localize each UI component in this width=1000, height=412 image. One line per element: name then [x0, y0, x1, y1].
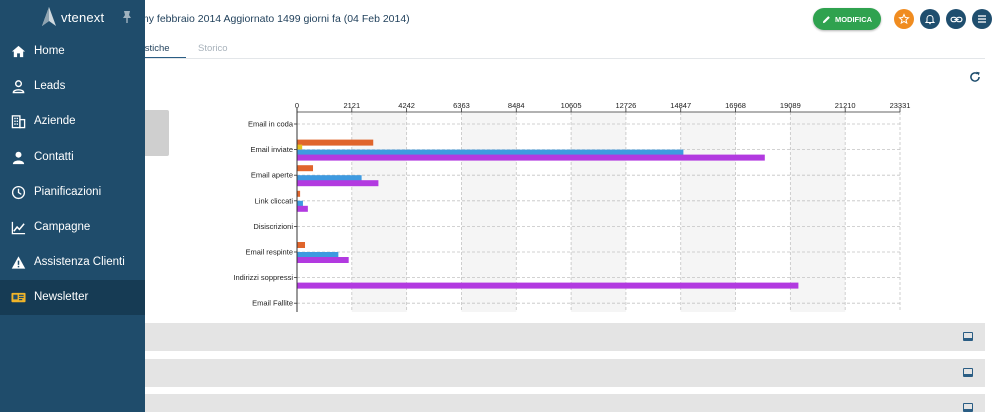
x-tick-label: 16968 — [725, 101, 746, 110]
grid-band — [571, 112, 626, 312]
warning-icon — [11, 256, 26, 269]
collapsible-panel[interactable] — [120, 359, 985, 387]
chart-line-icon — [11, 221, 26, 235]
x-tick-label: 21210 — [835, 101, 856, 110]
bell-icon — [924, 14, 936, 25]
sidebar-item-label: Aziende — [34, 115, 76, 127]
menu-button[interactable] — [972, 9, 992, 29]
category-label: Indirizzi soppressi — [233, 273, 293, 282]
bar-tti — [297, 180, 379, 187]
link-button[interactable] — [946, 9, 966, 29]
sidebar: vtenext Home Leads Aziende Contatti Pian… — [0, 0, 145, 412]
newsletter-icon — [11, 292, 26, 303]
sidebar-item-newsletter[interactable]: Newsletter — [0, 280, 145, 315]
link-icon — [949, 16, 963, 22]
x-tick-label: 0 — [295, 101, 299, 110]
category-label: Email aperte — [251, 171, 293, 180]
sidebar-item-assistenza-clienti[interactable]: Assistenza Clienti — [0, 245, 145, 280]
bar-ontatti — [297, 165, 314, 172]
x-tick-label: 2121 — [343, 101, 360, 110]
x-tick-label: 19089 — [780, 101, 801, 110]
x-tick-label: 14847 — [670, 101, 691, 110]
x-tick-label: 8484 — [508, 101, 525, 110]
collapse-icon[interactable] — [963, 332, 973, 341]
clock-icon — [11, 185, 26, 200]
edit-button[interactable]: MODIFICA — [813, 8, 881, 30]
home-icon — [11, 45, 26, 58]
sidebar-item-aziende[interactable]: Aziende — [0, 104, 145, 139]
grid-band — [790, 112, 846, 312]
star-icon — [898, 13, 910, 25]
building-icon — [11, 115, 26, 129]
bar-ontatti — [297, 139, 374, 146]
grid-band — [351, 112, 407, 312]
bar-ziende — [297, 144, 303, 150]
x-tick-label: 4242 — [398, 101, 415, 110]
x-tick-label: 12726 — [615, 101, 636, 110]
collapse-icon[interactable] — [963, 368, 973, 377]
collapsible-panel[interactable] — [120, 323, 985, 351]
bar-ads — [297, 252, 339, 258]
chart-axis — [294, 108, 900, 312]
sidebar-item-campagne[interactable]: Campagne — [0, 210, 145, 245]
category-label: Link cliccati — [255, 196, 294, 205]
bar-tti — [297, 205, 308, 212]
bar-ads — [297, 149, 684, 156]
sidebar-item-label: Campagne — [34, 221, 91, 233]
logo-icon — [42, 7, 56, 26]
sidebar-item-label: Contatti — [34, 151, 74, 163]
sidebar-item-home[interactable]: Home — [0, 34, 145, 69]
bar-tti — [297, 154, 765, 161]
refresh-icon[interactable] — [968, 70, 982, 84]
menu-icon — [978, 15, 986, 23]
sidebar-item-leads[interactable]: Leads — [0, 69, 145, 104]
sidebar-item-label: Home — [34, 45, 65, 57]
collapsible-panel[interactable] — [120, 394, 985, 412]
sidebar-item-label: Newsletter — [34, 291, 89, 303]
chart-x-tick-labels: 0 2121 4242 6363 8484 10605 12726 14847 16968 190… — [295, 101, 911, 110]
x-tick-label: 6363 — [453, 101, 470, 110]
x-tick-label: 23331 — [890, 101, 911, 110]
bar-ads — [297, 200, 303, 207]
category-label: Email inviate — [250, 145, 293, 154]
chart-bars — [297, 139, 799, 289]
tab-statistiche[interactable]: tistiche — [140, 42, 186, 59]
favorite-button[interactable] — [894, 9, 914, 29]
category-label: Email in coda — [248, 120, 294, 129]
pin-icon[interactable] — [121, 10, 133, 24]
grid-band — [461, 112, 517, 312]
user-outline-icon — [12, 80, 25, 94]
category-label: Disiscrizioni — [253, 222, 293, 231]
sidebar-item-contatti[interactable]: Contatti — [0, 140, 145, 175]
collapse-icon[interactable] — [963, 403, 973, 412]
pencil-icon — [822, 15, 830, 23]
chart-grid-lines — [296, 108, 901, 312]
logo-text: vtenext — [61, 9, 105, 25]
sidebar-item-pianificazioni[interactable]: Pianificazioni — [0, 175, 145, 210]
chart-grid-bands — [351, 112, 846, 312]
sidebar-item-label: Leads — [34, 80, 66, 92]
app-logo[interactable]: vtenext — [40, 5, 120, 29]
bar-ontatti — [297, 190, 301, 197]
category-label: Email respinte — [245, 248, 293, 257]
edit-button-label: MODIFICA — [834, 14, 873, 24]
chart-category-labels: Email in coda Email inviate Email aperte Li… — [233, 120, 293, 308]
category-label: Email Fallite — [252, 299, 293, 308]
bar-tti — [297, 282, 799, 289]
header-info-text: my febbraio 2014 Aggiornato 1499 giorni … — [140, 13, 410, 25]
bar-ads — [297, 175, 362, 182]
sidebar-item-label: Assistenza Clienti — [34, 256, 125, 268]
tab-storico[interactable]: Storico — [198, 43, 228, 54]
sidebar-item-label: Pianificazioni — [34, 186, 102, 198]
x-tick-label: 10605 — [561, 101, 582, 110]
bar-tti — [297, 257, 349, 263]
bar-ontatti — [297, 242, 306, 248]
notifications-button[interactable] — [920, 9, 940, 29]
user-icon — [12, 151, 25, 165]
grid-band — [680, 112, 736, 312]
tab-divider — [140, 58, 985, 59]
